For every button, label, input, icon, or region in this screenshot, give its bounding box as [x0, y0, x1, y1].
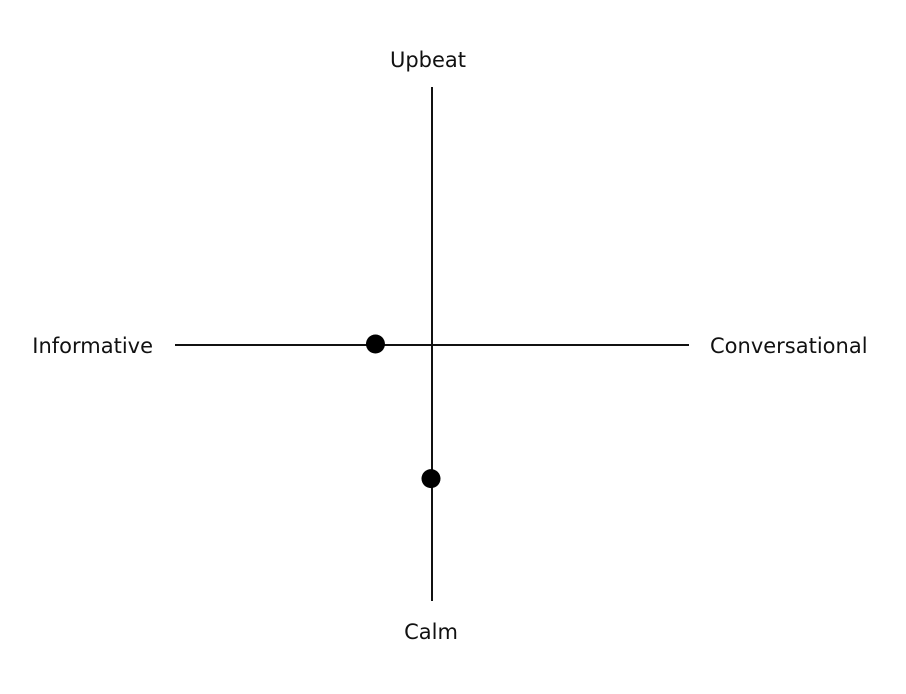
calm-label: Calm: [404, 620, 458, 644]
vertical-axis-marker: [421, 469, 441, 489]
conversational-label: Conversational: [710, 334, 868, 358]
horizontal-axis-marker: [365, 334, 385, 354]
upbeat-label: Upbeat: [390, 48, 466, 72]
informative-label: Informative: [32, 334, 153, 358]
